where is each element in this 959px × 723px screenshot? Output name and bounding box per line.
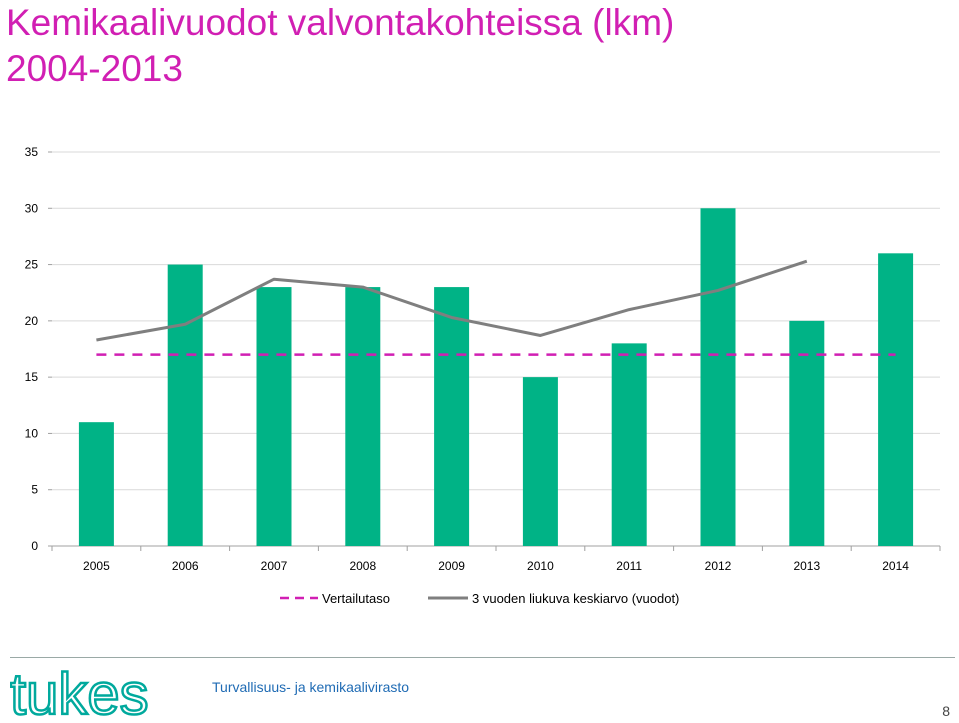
bar bbox=[256, 287, 292, 546]
x-axis-ticks: 2005 2006 2007 2008 2009 2010 2011 2012 2013 2014 bbox=[83, 559, 909, 573]
logo-text: tukes bbox=[10, 664, 149, 722]
x-tick-label: 2008 bbox=[349, 559, 376, 573]
legend-label-average: 3 vuoden liukuva keskiarvo (vuodot) bbox=[472, 591, 679, 606]
bar bbox=[345, 287, 381, 546]
title-line-1: Kemikaalivuodot valvontakohteissa (lkm) bbox=[6, 2, 675, 43]
page-number: 8 bbox=[942, 703, 950, 719]
y-tick-label: 0 bbox=[31, 539, 38, 553]
x-tick-label: 2005 bbox=[83, 559, 110, 573]
y-tick-label: 30 bbox=[25, 201, 39, 215]
x-tick-label: 2010 bbox=[527, 559, 554, 573]
moving-average-path bbox=[96, 259, 808, 342]
x-tick-label: 2012 bbox=[705, 559, 732, 573]
y-tick-label: 25 bbox=[25, 258, 39, 272]
bar bbox=[434, 287, 470, 546]
legend: Vertailutaso 3 vuoden liukuva keskiarvo (… bbox=[280, 591, 679, 606]
y-tick-label: 15 bbox=[25, 370, 39, 384]
bar bbox=[878, 253, 914, 547]
y-tick-label: 5 bbox=[31, 483, 38, 497]
bar bbox=[78, 422, 114, 546]
x-tick-label: 2013 bbox=[793, 559, 820, 573]
x-tick-label: 2009 bbox=[438, 559, 465, 573]
page-title: Kemikaalivuodot valvontakohteissa (lkm) … bbox=[6, 0, 674, 92]
moving-average-line bbox=[96, 259, 808, 342]
bar bbox=[167, 264, 203, 546]
agency-name: Turvallisuus- ja kemikaalivirasto bbox=[212, 679, 410, 695]
y-axis-ticks: 0 5 10 15 20 25 30 35 bbox=[25, 145, 39, 553]
y-tick-label: 10 bbox=[25, 426, 39, 440]
title-line-2: 2004-2013 bbox=[6, 48, 183, 89]
bar bbox=[611, 343, 647, 546]
bar bbox=[700, 208, 736, 547]
bar-series bbox=[78, 208, 914, 547]
x-tick-label: 2014 bbox=[882, 559, 909, 573]
y-tick-label: 20 bbox=[25, 314, 39, 328]
x-tick-label: 2011 bbox=[616, 559, 642, 573]
x-tick-label: 2007 bbox=[261, 559, 288, 573]
bar bbox=[789, 320, 825, 546]
tukes-logo: tukes bbox=[10, 664, 150, 722]
footer-divider bbox=[10, 657, 955, 658]
y-tick-label: 35 bbox=[25, 145, 39, 159]
bar bbox=[522, 377, 558, 546]
legend-label-reference: Vertailutaso bbox=[322, 591, 390, 606]
x-tick-label: 2006 bbox=[172, 559, 199, 573]
